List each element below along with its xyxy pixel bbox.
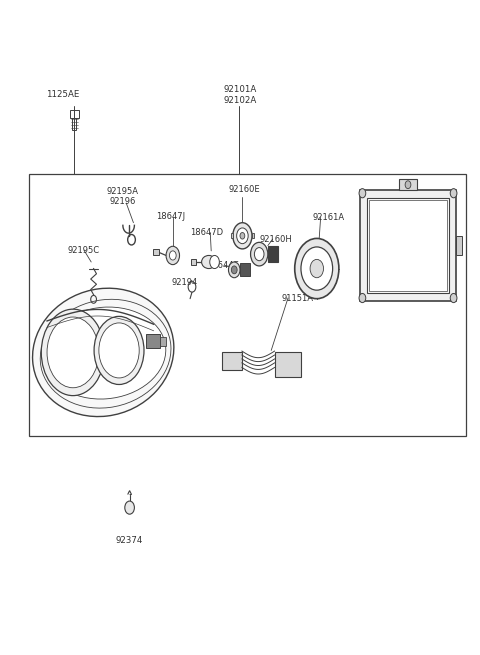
Text: 18647J: 18647J: [156, 212, 185, 221]
Circle shape: [233, 223, 252, 249]
Bar: [360, 190, 456, 301]
Circle shape: [99, 323, 139, 378]
Circle shape: [310, 259, 324, 278]
Circle shape: [359, 189, 366, 198]
Bar: [222, 352, 242, 370]
Circle shape: [237, 228, 248, 244]
Circle shape: [210, 255, 219, 269]
Circle shape: [231, 266, 237, 274]
Circle shape: [94, 316, 144, 384]
Bar: [252, 233, 254, 238]
Circle shape: [450, 293, 457, 303]
Circle shape: [450, 189, 457, 198]
Text: 92160H: 92160H: [260, 234, 292, 244]
Ellipse shape: [202, 255, 216, 269]
Text: 92374: 92374: [116, 536, 144, 545]
Text: 18644E: 18644E: [207, 261, 239, 270]
Bar: [160, 337, 166, 346]
Bar: [146, 334, 160, 348]
Ellipse shape: [33, 288, 174, 417]
Circle shape: [47, 317, 99, 388]
Bar: [29, 174, 466, 436]
Text: 92161A: 92161A: [313, 213, 345, 222]
Text: 92101A
92102A: 92101A 92102A: [223, 85, 257, 105]
Circle shape: [228, 262, 240, 278]
Circle shape: [251, 242, 268, 266]
Circle shape: [125, 501, 134, 514]
Bar: [153, 249, 159, 255]
Circle shape: [359, 293, 366, 303]
Bar: [231, 233, 233, 238]
Circle shape: [405, 181, 411, 189]
Bar: [191, 259, 196, 265]
Circle shape: [169, 251, 176, 260]
Text: 91151A: 91151A: [282, 293, 313, 303]
Bar: [456, 236, 462, 255]
Circle shape: [301, 247, 333, 290]
Bar: [367, 198, 449, 293]
Bar: [275, 352, 301, 377]
Circle shape: [41, 309, 105, 396]
Text: 92165B: 92165B: [372, 205, 405, 214]
Text: 92195A
92196: 92195A 92196: [107, 187, 138, 206]
Circle shape: [166, 246, 180, 265]
Text: 18647D: 18647D: [190, 228, 223, 237]
Text: 92195C: 92195C: [68, 246, 100, 255]
Bar: [268, 246, 278, 262]
Text: 1125AE: 1125AE: [46, 90, 79, 100]
Text: 92194: 92194: [172, 278, 198, 288]
Circle shape: [240, 233, 245, 239]
Bar: [72, 118, 76, 130]
Ellipse shape: [44, 307, 166, 399]
Circle shape: [295, 238, 339, 299]
Bar: [399, 179, 417, 190]
Bar: [369, 200, 447, 291]
Bar: [70, 110, 79, 118]
Circle shape: [254, 248, 264, 261]
Text: 92160E: 92160E: [229, 185, 261, 195]
Bar: [240, 263, 250, 276]
Ellipse shape: [40, 299, 171, 408]
